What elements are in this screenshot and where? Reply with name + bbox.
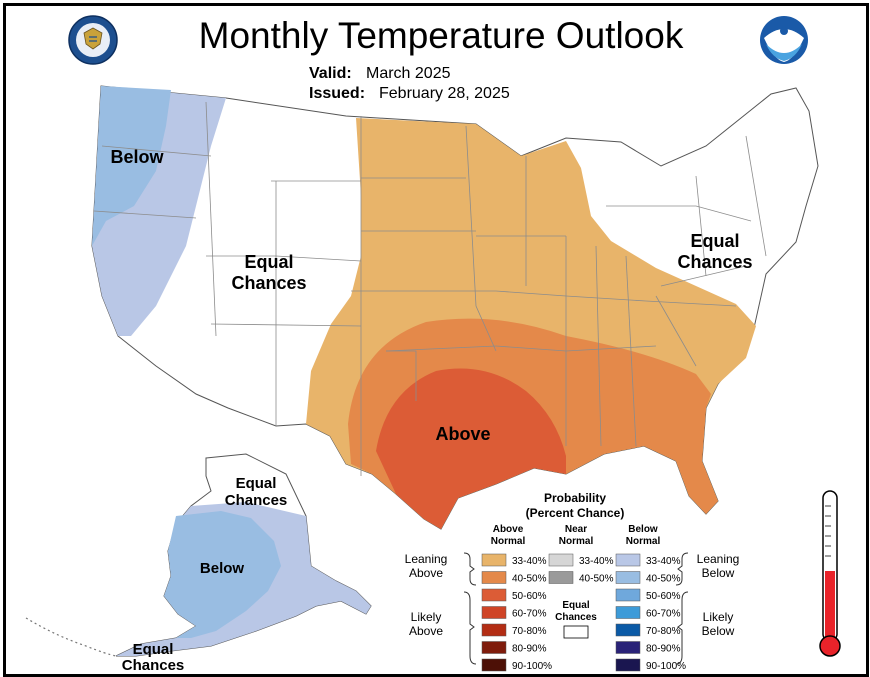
legend-label-above-3: 60-70%	[512, 609, 547, 620]
valid-label: Valid:	[309, 65, 352, 82]
legend-likely-above-2: Above	[409, 624, 443, 638]
above-50-60-zone	[376, 368, 566, 529]
region-label-above-south: Above	[435, 424, 490, 444]
legend-leaning-below-1: Leaning	[697, 552, 740, 566]
legend-col-below-2: Normal	[626, 536, 661, 547]
region-label-alaska-sw-equal-2: Chances	[122, 657, 185, 674]
legend-label-above-0: 33-40%	[512, 556, 547, 567]
legend-label-near-1: 40-50%	[579, 574, 614, 585]
legend-title-2: (Percent Chance)	[526, 506, 625, 520]
legend-brace-likely-below	[675, 591, 689, 665]
legend-label-below-6: 90-100%	[646, 661, 686, 672]
legend-brace-likely-above	[463, 591, 477, 665]
legend-leaning-above-1: Leaning	[405, 552, 448, 566]
legend-swatch-near-0	[548, 553, 574, 567]
region-label-alaska-below: Below	[200, 560, 245, 577]
legend-swatch-above-3	[481, 606, 507, 619]
legend-swatch-above-2	[481, 588, 507, 602]
legend-col-above-2: Normal	[491, 536, 526, 547]
alaska-below-40-50-zone	[164, 511, 281, 638]
page-title: Monthly Temperature Outlook	[199, 15, 684, 56]
region-label-equal-east-2: Chances	[677, 252, 752, 272]
legend-label-below-2: 50-60%	[646, 591, 681, 602]
legend-equal-1: Equal	[562, 600, 589, 611]
valid-value: March 2025	[366, 65, 451, 82]
legend-leaning-above-2: Above	[409, 566, 443, 580]
legend-swatch-above-5	[481, 641, 507, 654]
legend-brace-leaning-above	[463, 552, 477, 586]
legend-title-1: Probability	[544, 491, 606, 505]
legend-equal-swatch	[563, 625, 589, 639]
region-label-equal-west-2: Chances	[231, 273, 306, 293]
legend-swatch-below-1	[615, 571, 641, 584]
state-boundaries	[93, 101, 767, 476]
legend-swatch-near-1	[548, 571, 574, 584]
legend-label-below-1: 40-50%	[646, 574, 681, 585]
region-label-equal-east-1: Equal	[690, 231, 739, 251]
legend-label-above-4: 70-80%	[512, 626, 547, 637]
outlook-map: Monthly Temperature Outlook Valid: March…	[25, 15, 841, 674]
legend-likely-below-1: Likely	[703, 610, 734, 624]
legend-equal-2: Chances	[555, 612, 597, 623]
legend-label-below-5: 80-90%	[646, 644, 681, 655]
region-label-alaska-sw-equal-1: Equal	[133, 641, 174, 658]
legend-label-above-1: 40-50%	[512, 574, 547, 585]
legend-col-below-1: Below	[628, 524, 658, 535]
legend-leaning-below-2: Below	[702, 566, 735, 580]
legend-swatch-below-6	[615, 658, 641, 672]
region-label-alaska-equal-2: Chances	[225, 492, 288, 509]
legend-label-below-0: 33-40%	[646, 556, 681, 567]
legend-near-column: 33-40% 40-50%	[548, 553, 614, 585]
legend-label-above-2: 50-60%	[512, 591, 547, 602]
legend-likely-below-2: Below	[702, 624, 735, 638]
legend-below-column: 33-40% 40-50% 50-60% 60-70% 70-80% 80-90% 90-1…	[615, 553, 686, 672]
region-label-below-west: Below	[110, 147, 164, 167]
legend-swatch-above-6	[481, 658, 507, 672]
region-label-equal-west-1: Equal	[244, 252, 293, 272]
outlook-map-frame: Monthly Temperature Outlook Valid: March…	[3, 3, 869, 677]
legend-above-column: 33-40% 40-50% 50-60% 60-70% 70-80% 80-90% 90-1…	[481, 553, 552, 672]
issued-value: February 28, 2025	[379, 85, 510, 102]
legend-swatch-above-0	[481, 553, 507, 567]
legend-swatch-below-4	[615, 623, 641, 637]
below-40-50-zone	[92, 86, 171, 246]
issued-label: Issued:	[309, 85, 365, 102]
region-label-alaska-equal-1: Equal	[236, 475, 277, 492]
legend-label-near-0: 33-40%	[579, 556, 614, 567]
legend-swatch-below-2	[615, 588, 641, 602]
legend-swatch-below-3	[615, 606, 641, 619]
doc-seal-icon	[68, 15, 118, 65]
thermometer-icon	[819, 490, 841, 657]
legend-brace-leaning-below	[675, 552, 689, 586]
legend: Probability (Percent Chance) Above Norma…	[405, 491, 740, 672]
legend-swatch-below-0	[615, 553, 641, 567]
legend-label-below-4: 70-80%	[646, 626, 681, 637]
legend-label-below-3: 60-70%	[646, 609, 681, 620]
legend-col-above-1: Above	[493, 524, 524, 535]
legend-likely-above-1: Likely	[411, 610, 442, 624]
legend-swatch-above-1	[481, 571, 507, 584]
legend-label-above-5: 80-90%	[512, 644, 547, 655]
legend-label-above-6: 90-100%	[512, 661, 552, 672]
noaa-logo-icon	[760, 16, 808, 64]
alaska-aleutians	[25, 617, 117, 657]
legend-col-near-1: Near	[565, 524, 587, 535]
legend-col-near-2: Normal	[559, 536, 594, 547]
legend-swatch-below-5	[615, 641, 641, 654]
legend-swatch-above-4	[481, 623, 507, 637]
